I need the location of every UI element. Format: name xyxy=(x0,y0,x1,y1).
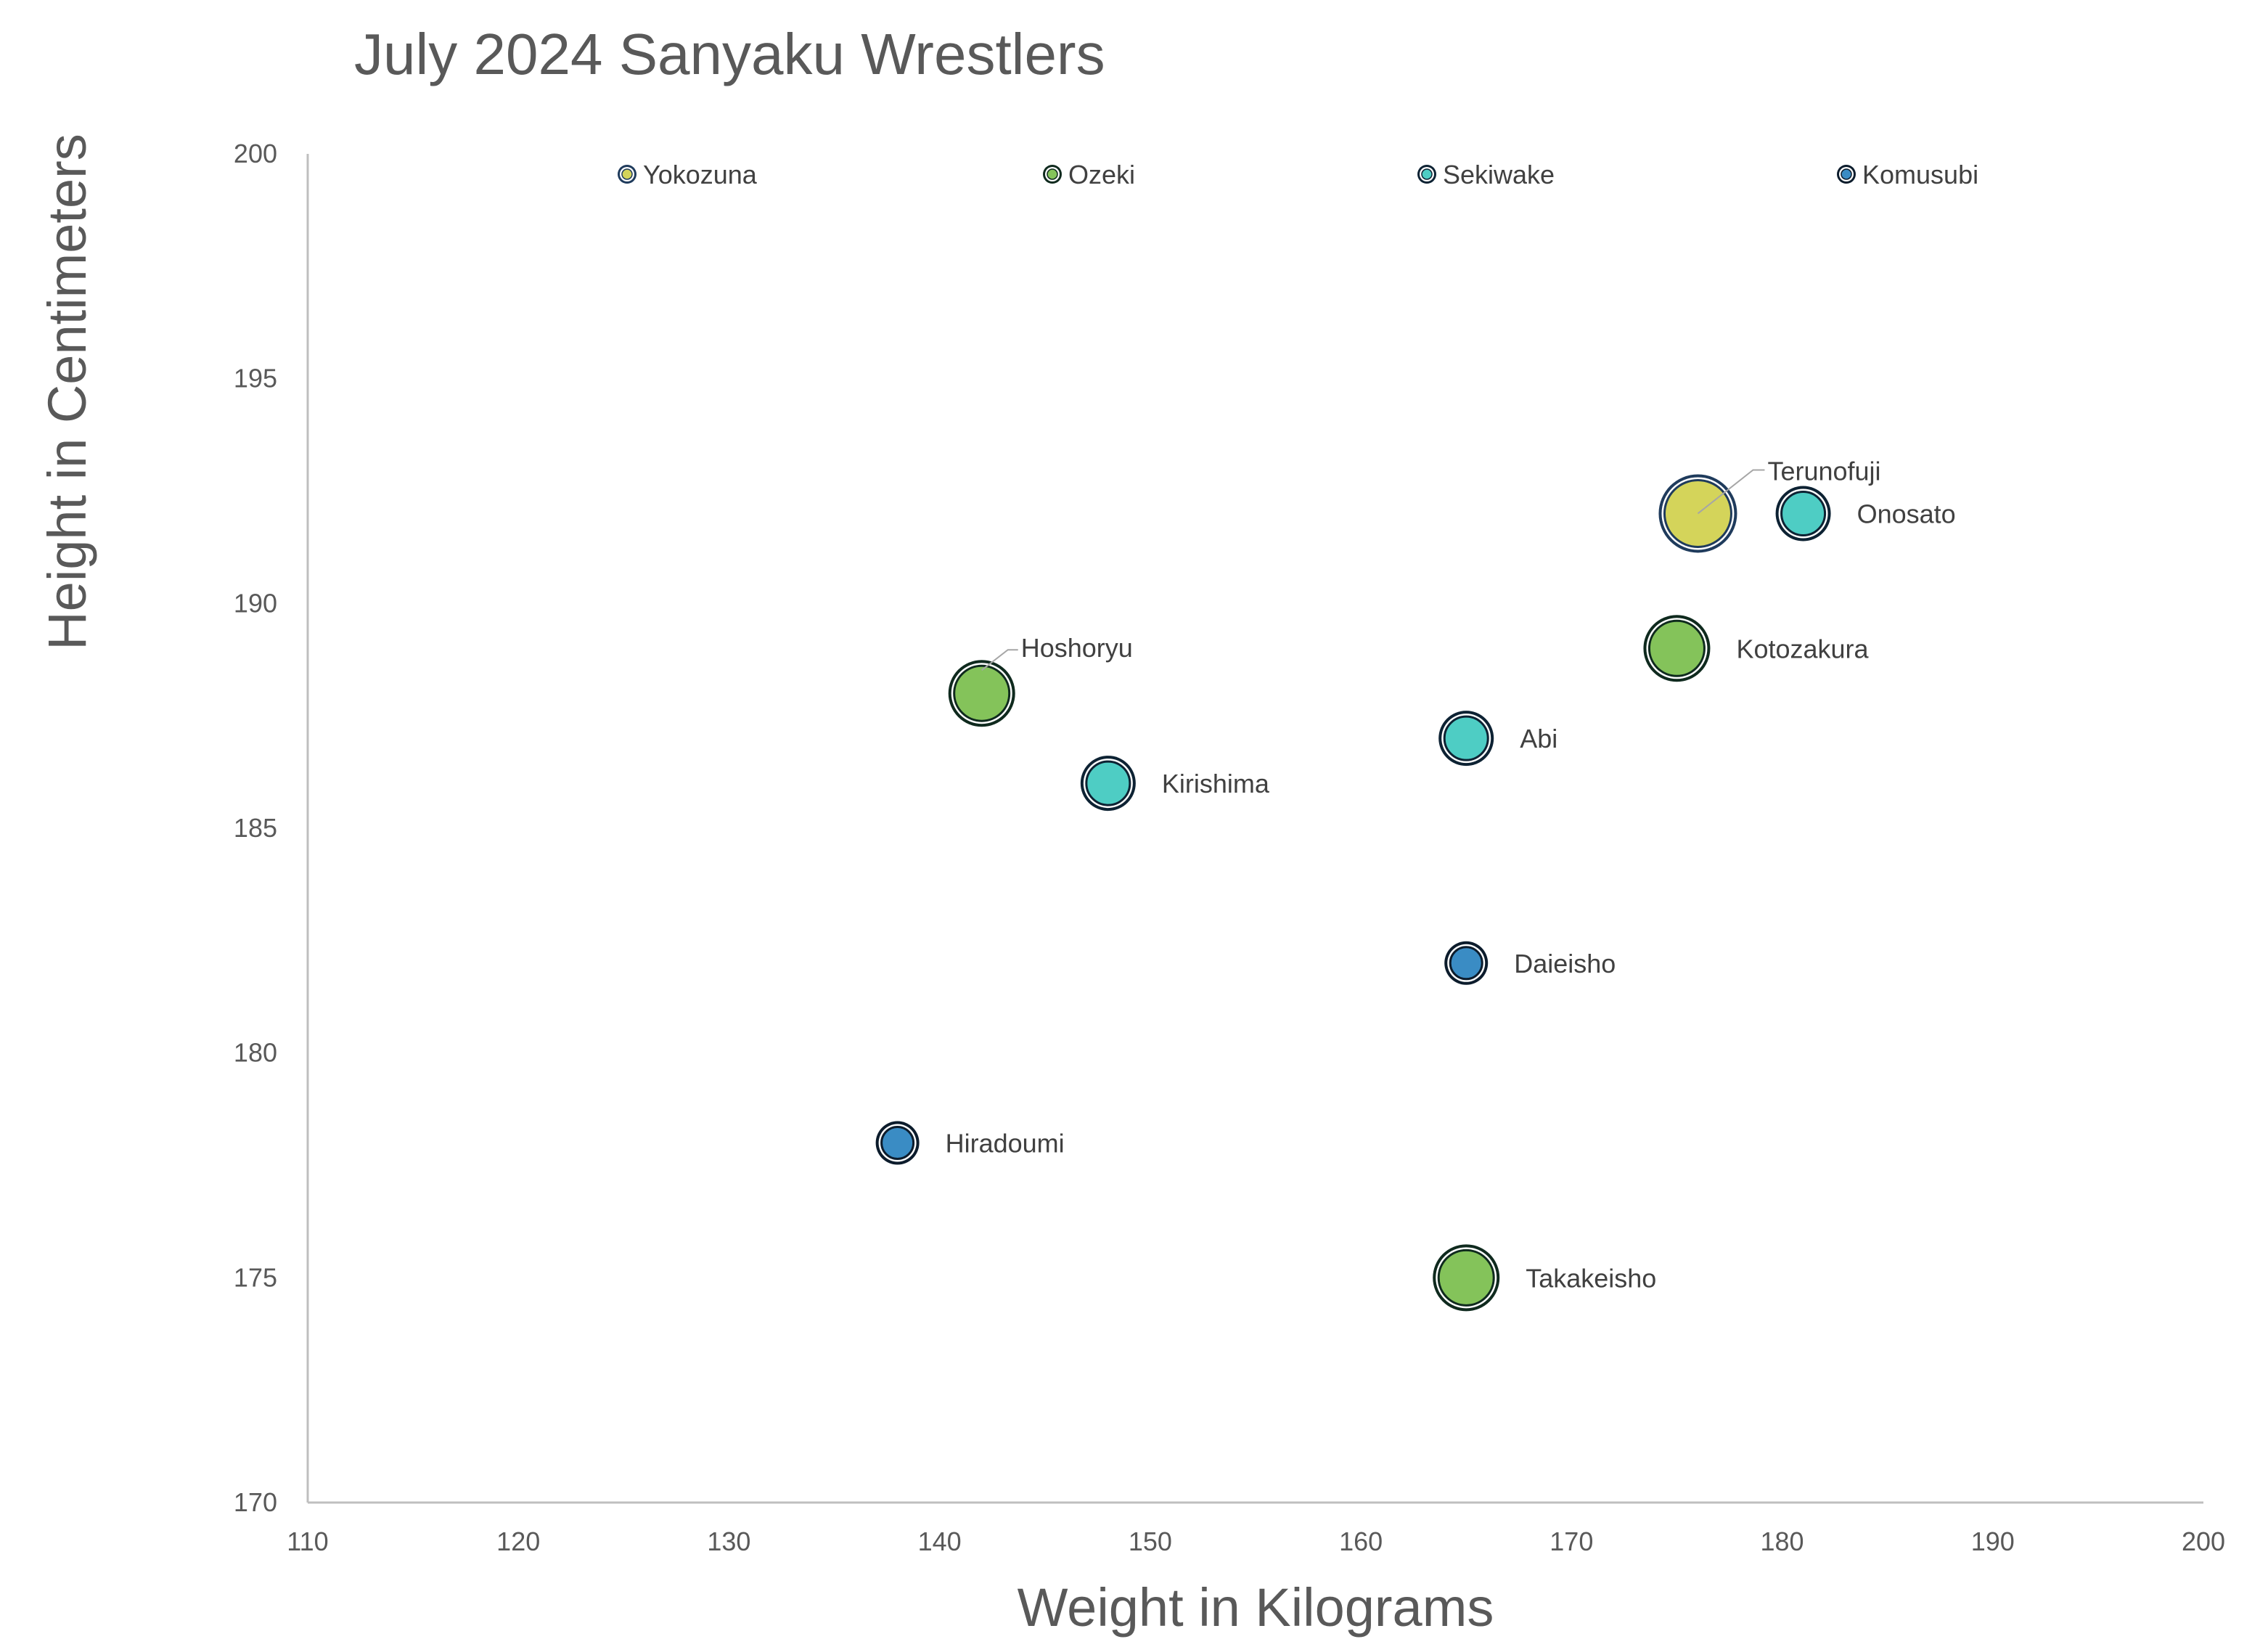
bubble-hoshoryu: Hoshoryu xyxy=(948,633,1133,727)
bubble-marker xyxy=(1780,490,1827,536)
leader-line xyxy=(981,649,1018,671)
bubble-marker xyxy=(1449,946,1483,981)
legend-label: Komusubi xyxy=(1862,160,1978,189)
legend-item-sekiwake: Sekiwake xyxy=(1417,160,1555,189)
legend-marker xyxy=(1047,168,1058,180)
legend-item-komusubi: Komusubi xyxy=(1837,160,1978,189)
data-label: Kirishima xyxy=(1162,769,1270,798)
plot-area: Terunofuji Hoshoryu Kotozakura Takakeisho On… xyxy=(875,456,1956,1312)
y-tick-label: 190 xyxy=(234,588,277,618)
legend-label: Yokozuna xyxy=(643,160,758,189)
bubble-daieisho: Daieisho xyxy=(1444,941,1616,985)
bubble-marker xyxy=(1443,715,1489,761)
x-tick-label: 170 xyxy=(1549,1527,1593,1556)
bubble-hiradoumi: Hiradoumi xyxy=(875,1121,1065,1165)
leader-line xyxy=(1697,469,1765,515)
bubble-marker xyxy=(880,1126,915,1161)
legend-label: Sekiwake xyxy=(1443,160,1555,189)
data-label: Abi xyxy=(1520,724,1557,753)
y-axis-title: Height in Centimeters xyxy=(37,134,97,650)
bubble-abi: Abi xyxy=(1438,711,1557,767)
x-tick-label: 200 xyxy=(2182,1527,2225,1556)
bubble-kirishima: Kirishima xyxy=(1080,756,1270,812)
x-tick-label: 120 xyxy=(496,1527,540,1556)
x-axis-title: Weight in Kilograms xyxy=(1018,1577,1494,1638)
x-tick-label: 130 xyxy=(707,1527,750,1556)
legend-marker xyxy=(1841,168,1852,180)
x-tick-label: 110 xyxy=(287,1527,328,1556)
bubble-marker xyxy=(1085,760,1131,806)
bubble-terunofuji: Terunofuji xyxy=(1658,456,1881,553)
legend: Yokozuna Ozeki Sekiwake Komusubi xyxy=(618,160,1978,189)
legend-marker xyxy=(1421,168,1433,180)
legend-label: Ozeki xyxy=(1068,160,1135,189)
bubble-marker xyxy=(1437,1248,1495,1307)
bubble-kotozakura: Kotozakura xyxy=(1643,615,1870,682)
legend-item-yokozuna: Yokozuna xyxy=(618,160,758,189)
data-label: Hoshoryu xyxy=(1021,633,1133,663)
x-tick-label: 160 xyxy=(1339,1527,1383,1556)
y-tick-label: 195 xyxy=(234,364,277,393)
x-tick-label: 180 xyxy=(1761,1527,1804,1556)
data-label: Kotozakura xyxy=(1736,634,1869,663)
x-tick-label: 140 xyxy=(918,1527,962,1556)
y-tick-label: 170 xyxy=(234,1487,277,1517)
y-tick-label: 185 xyxy=(234,813,277,843)
x-tick-label: 150 xyxy=(1129,1527,1172,1556)
bubble-takakeisho: Takakeisho xyxy=(1433,1244,1656,1312)
x-tick-labels: 110 120 130 140 150 160 170 180 190 200 xyxy=(287,1527,2225,1556)
chart-title: July 2024 Sanyaku Wrestlers xyxy=(354,22,1105,86)
y-tick-labels: 170 175 180 185 190 195 200 xyxy=(234,139,277,1517)
y-tick-label: 200 xyxy=(234,139,277,168)
bubble-marker xyxy=(953,664,1011,722)
data-label: Terunofuji xyxy=(1767,456,1880,486)
legend-marker xyxy=(621,168,633,180)
y-tick-label: 180 xyxy=(234,1038,277,1068)
legend-item-ozeki: Ozeki xyxy=(1043,160,1135,189)
data-label: Hiradoumi xyxy=(946,1129,1065,1158)
bubble-onosato: Onosato xyxy=(1775,486,1956,541)
data-label: Takakeisho xyxy=(1526,1263,1656,1293)
bubble-marker xyxy=(1647,619,1706,677)
x-tick-label: 190 xyxy=(1971,1527,2015,1556)
y-tick-label: 175 xyxy=(234,1262,277,1292)
data-label: Daieisho xyxy=(1514,949,1616,978)
data-label: Onosato xyxy=(1857,499,1956,528)
